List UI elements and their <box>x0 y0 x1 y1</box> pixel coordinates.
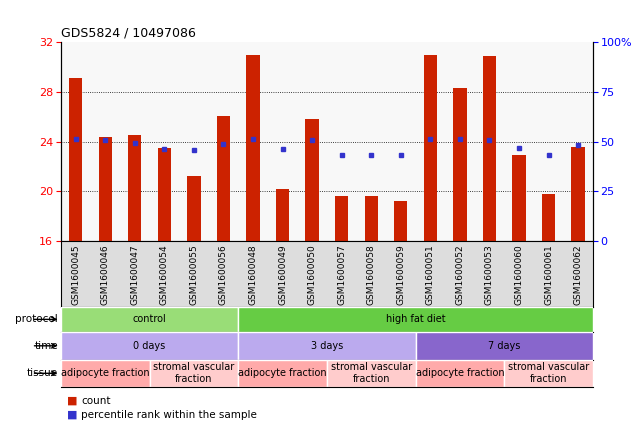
Bar <box>99 137 112 241</box>
Bar <box>394 201 408 241</box>
Bar <box>483 56 496 241</box>
Bar <box>187 176 201 241</box>
Text: GSM1600058: GSM1600058 <box>367 244 376 305</box>
Text: 0 days: 0 days <box>133 341 165 351</box>
Text: GSM1600052: GSM1600052 <box>455 244 465 305</box>
Bar <box>238 360 327 387</box>
Bar <box>61 360 149 387</box>
Bar <box>306 119 319 241</box>
Text: GSM1600050: GSM1600050 <box>308 244 317 305</box>
Text: percentile rank within the sample: percentile rank within the sample <box>81 409 257 420</box>
Bar <box>69 78 82 241</box>
Text: tissue: tissue <box>27 368 58 378</box>
Bar <box>246 55 260 241</box>
Text: control: control <box>133 314 167 324</box>
Bar <box>572 147 585 241</box>
Text: GSM1600049: GSM1600049 <box>278 244 287 305</box>
Bar <box>238 307 593 332</box>
Bar <box>365 196 378 241</box>
Bar <box>61 307 238 332</box>
Text: stromal vascular
fraction: stromal vascular fraction <box>508 363 589 384</box>
Text: GSM1600061: GSM1600061 <box>544 244 553 305</box>
Text: GSM1600060: GSM1600060 <box>515 244 524 305</box>
Bar <box>424 55 437 241</box>
Bar <box>128 135 142 241</box>
Text: GSM1600047: GSM1600047 <box>130 244 139 305</box>
Text: stromal vascular
fraction: stromal vascular fraction <box>153 363 235 384</box>
Text: GSM1600056: GSM1600056 <box>219 244 228 305</box>
Text: GSM1600048: GSM1600048 <box>249 244 258 305</box>
Text: stromal vascular
fraction: stromal vascular fraction <box>331 363 412 384</box>
Bar <box>335 196 348 241</box>
Text: GSM1600057: GSM1600057 <box>337 244 346 305</box>
Bar <box>542 194 555 241</box>
Text: time: time <box>35 341 58 351</box>
Bar <box>453 88 467 241</box>
Text: GSM1600053: GSM1600053 <box>485 244 494 305</box>
Bar <box>61 332 238 360</box>
Bar <box>415 332 593 360</box>
Text: GSM1600059: GSM1600059 <box>396 244 405 305</box>
Text: count: count <box>81 396 111 406</box>
Text: GSM1600055: GSM1600055 <box>189 244 199 305</box>
Bar <box>217 115 230 241</box>
Text: adipocyte fraction: adipocyte fraction <box>238 368 327 378</box>
Text: 3 days: 3 days <box>311 341 343 351</box>
Text: ■: ■ <box>67 396 78 406</box>
Text: GSM1600051: GSM1600051 <box>426 244 435 305</box>
Text: GSM1600046: GSM1600046 <box>101 244 110 305</box>
Bar <box>415 360 504 387</box>
Text: adipocyte fraction: adipocyte fraction <box>415 368 504 378</box>
Text: GSM1600045: GSM1600045 <box>71 244 80 305</box>
Bar <box>327 360 415 387</box>
Text: ■: ■ <box>67 409 78 420</box>
Bar <box>149 360 238 387</box>
Text: 7 days: 7 days <box>488 341 520 351</box>
Bar <box>158 148 171 241</box>
Bar <box>504 360 593 387</box>
Bar <box>276 189 289 241</box>
Text: high fat diet: high fat diet <box>386 314 445 324</box>
Bar <box>238 332 415 360</box>
Text: adipocyte fraction: adipocyte fraction <box>61 368 149 378</box>
Bar <box>512 155 526 241</box>
Text: GDS5824 / 10497086: GDS5824 / 10497086 <box>61 27 196 40</box>
Text: GSM1600054: GSM1600054 <box>160 244 169 305</box>
Text: protocol: protocol <box>15 314 58 324</box>
Text: GSM1600062: GSM1600062 <box>574 244 583 305</box>
